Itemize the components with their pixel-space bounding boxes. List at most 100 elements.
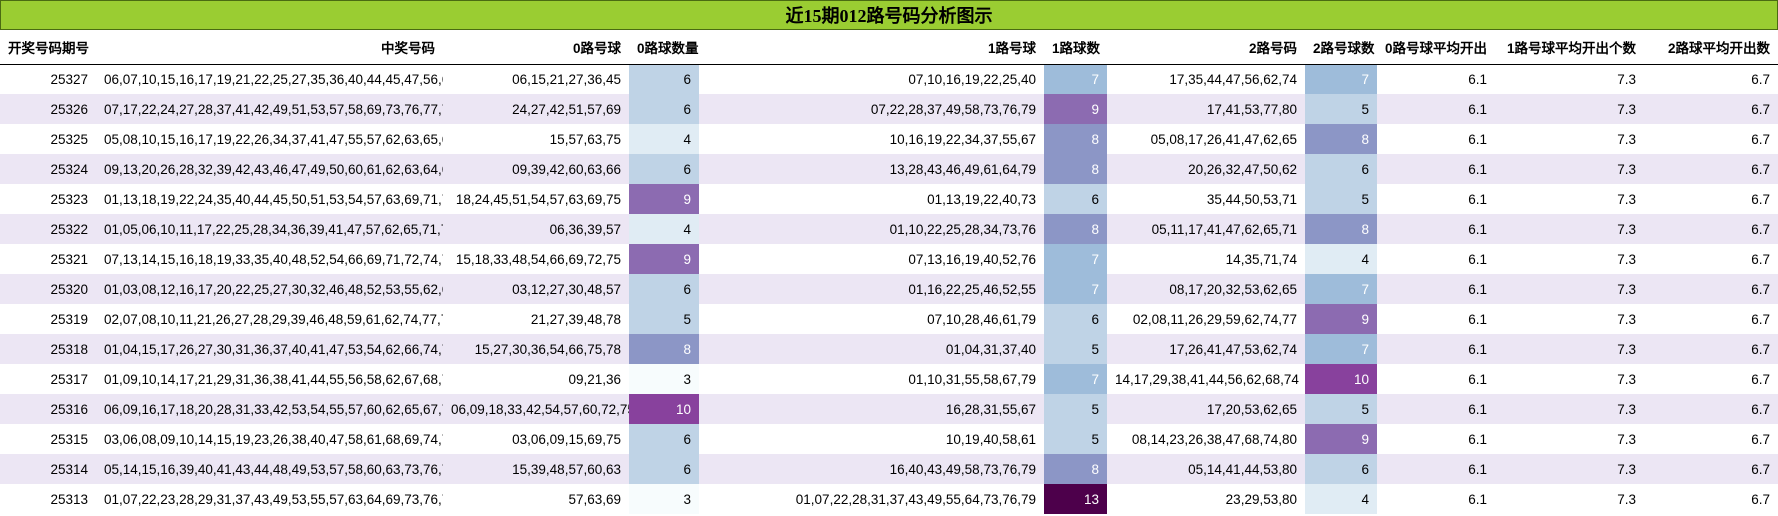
route2-average-cell: 6.7	[1644, 124, 1778, 154]
route1-average-cell: 7.3	[1495, 274, 1644, 304]
period-cell: 25324	[0, 154, 96, 184]
route2-balls-cell: 35,44,50,53,71	[1107, 184, 1305, 214]
route0-balls-cell: 57,63,69	[443, 484, 629, 514]
route2-average-cell: 6.7	[1644, 244, 1778, 274]
route0-balls-cell: 15,18,33,48,54,66,69,72,75	[443, 244, 629, 274]
route0-balls-cell: 24,27,42,51,57,69	[443, 94, 629, 124]
route2-average-cell: 6.7	[1644, 274, 1778, 304]
winning-numbers-cell: 06,09,16,17,18,20,28,31,33,42,53,54,55,5…	[96, 394, 443, 424]
route0-count-cell: 6	[629, 94, 699, 124]
route1-balls-cell: 10,16,19,22,34,37,55,67	[699, 124, 1044, 154]
route1-average-cell: 7.3	[1495, 304, 1644, 334]
route1-count-cell: 5	[1044, 424, 1107, 454]
route2-balls-cell: 02,08,11,26,29,59,62,74,77	[1107, 304, 1305, 334]
route1-balls-cell: 01,04,31,37,40	[699, 334, 1044, 364]
route0-average-cell: 6.1	[1377, 424, 1495, 454]
route2-average-cell: 6.7	[1644, 334, 1778, 364]
route1-count-cell: 7	[1044, 364, 1107, 394]
route0-average-cell: 6.1	[1377, 364, 1495, 394]
route2-average-cell: 6.7	[1644, 484, 1778, 514]
route1-balls-cell: 01,13,19,22,40,73	[699, 184, 1044, 214]
header-numbers: 中奖号码	[96, 30, 443, 65]
route1-balls-cell: 01,16,22,25,46,52,55	[699, 274, 1044, 304]
route1-count-cell: 9	[1044, 94, 1107, 124]
winning-numbers-cell: 05,08,10,15,16,17,19,22,26,34,37,41,47,5…	[96, 124, 443, 154]
route2-count-cell: 5	[1305, 94, 1377, 124]
header-route1-average: 1路号球平均开出个数	[1495, 30, 1644, 65]
route2-balls-cell: 05,11,17,41,47,62,65,71	[1107, 214, 1305, 244]
route0-balls-cell: 18,24,45,51,54,57,63,69,75	[443, 184, 629, 214]
header-route2-count: 2路号球数	[1305, 30, 1377, 65]
winning-numbers-cell: 06,07,10,15,16,17,19,21,22,25,27,35,36,4…	[96, 64, 443, 94]
route1-average-cell: 7.3	[1495, 334, 1644, 364]
route0-average-cell: 6.1	[1377, 334, 1495, 364]
table-row: 25327 06,07,10,15,16,17,19,21,22,25,27,35…	[0, 64, 1778, 94]
header-route0-average: 0路号球平均开出	[1377, 30, 1495, 65]
route1-balls-cell: 01,10,22,25,28,34,73,76	[699, 214, 1044, 244]
route0-balls-cell: 09,39,42,60,63,66	[443, 154, 629, 184]
route0-balls-cell: 21,27,39,48,78	[443, 304, 629, 334]
route2-count-cell: 4	[1305, 484, 1377, 514]
route2-average-cell: 6.7	[1644, 184, 1778, 214]
route0-average-cell: 6.1	[1377, 214, 1495, 244]
route2-average-cell: 6.7	[1644, 424, 1778, 454]
route0-average-cell: 6.1	[1377, 154, 1495, 184]
route2-average-cell: 6.7	[1644, 64, 1778, 94]
period-cell: 25318	[0, 334, 96, 364]
table-row: 25316 06,09,16,17,18,20,28,31,33,42,53,54…	[0, 394, 1778, 424]
route0-balls-cell: 15,39,48,57,60,63	[443, 454, 629, 484]
route2-balls-cell: 05,08,17,26,41,47,62,65	[1107, 124, 1305, 154]
route2-average-cell: 6.7	[1644, 364, 1778, 394]
route1-balls-cell: 10,19,40,58,61	[699, 424, 1044, 454]
period-cell: 25326	[0, 94, 96, 124]
winning-numbers-cell: 09,13,20,26,28,32,39,42,43,46,47,49,50,6…	[96, 154, 443, 184]
winning-numbers-cell: 01,04,15,17,26,27,30,31,36,37,40,41,47,5…	[96, 334, 443, 364]
route2-count-cell: 5	[1305, 184, 1377, 214]
header-route1-balls: 1路号球	[699, 30, 1044, 65]
period-cell: 25315	[0, 424, 96, 454]
winning-numbers-cell: 07,17,22,24,27,28,37,41,42,49,51,53,57,5…	[96, 94, 443, 124]
route1-count-cell: 8	[1044, 124, 1107, 154]
route1-count-cell: 6	[1044, 184, 1107, 214]
route1-balls-cell: 16,40,43,49,58,73,76,79	[699, 454, 1044, 484]
route0-balls-cell: 06,15,21,27,36,45	[443, 64, 629, 94]
period-cell: 25327	[0, 64, 96, 94]
route1-average-cell: 7.3	[1495, 394, 1644, 424]
route0-average-cell: 6.1	[1377, 304, 1495, 334]
route1-count-cell: 7	[1044, 64, 1107, 94]
route2-balls-cell: 17,41,53,77,80	[1107, 94, 1305, 124]
table-row: 25319 02,07,08,10,11,21,26,27,28,29,39,46…	[0, 304, 1778, 334]
route0-average-cell: 6.1	[1377, 274, 1495, 304]
route2-count-cell: 8	[1305, 214, 1377, 244]
route0-balls-cell: 15,27,30,36,54,66,75,78	[443, 334, 629, 364]
route1-average-cell: 7.3	[1495, 454, 1644, 484]
route1-average-cell: 7.3	[1495, 364, 1644, 394]
route1-count-cell: 8	[1044, 454, 1107, 484]
route0-average-cell: 6.1	[1377, 484, 1495, 514]
route1-average-cell: 7.3	[1495, 244, 1644, 274]
route0-balls-cell: 06,09,18,33,42,54,57,60,72,75	[443, 394, 629, 424]
route0-average-cell: 6.1	[1377, 94, 1495, 124]
table-row: 25322 01,05,06,10,11,17,22,25,28,34,36,39…	[0, 214, 1778, 244]
period-cell: 25319	[0, 304, 96, 334]
route2-count-cell: 9	[1305, 424, 1377, 454]
route1-average-cell: 7.3	[1495, 484, 1644, 514]
route0-count-cell: 8	[629, 334, 699, 364]
route0-count-cell: 6	[629, 274, 699, 304]
header-route1-count: 1路球数	[1044, 30, 1107, 65]
route0-count-cell: 6	[629, 154, 699, 184]
route1-count-cell: 6	[1044, 304, 1107, 334]
period-cell: 25316	[0, 394, 96, 424]
route2-balls-cell: 20,26,32,47,50,62	[1107, 154, 1305, 184]
period-cell: 25317	[0, 364, 96, 394]
route1-count-cell: 5	[1044, 334, 1107, 364]
route1-balls-cell: 07,13,16,19,40,52,76	[699, 244, 1044, 274]
sheet-title: 近15期012路号码分析图示	[0, 0, 1778, 30]
route2-average-cell: 6.7	[1644, 304, 1778, 334]
route0-count-cell: 5	[629, 304, 699, 334]
winning-numbers-cell: 03,06,08,09,10,14,15,19,23,26,38,40,47,5…	[96, 424, 443, 454]
route2-count-cell: 4	[1305, 244, 1377, 274]
route1-balls-cell: 01,10,31,55,58,67,79	[699, 364, 1044, 394]
header-route2-average: 2路球平均开出数	[1644, 30, 1778, 65]
